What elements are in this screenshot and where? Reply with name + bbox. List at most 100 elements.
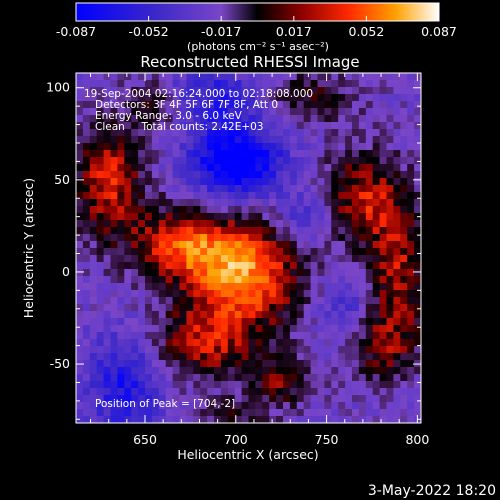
image-pixel: [358, 199, 367, 207]
image-pixel: [131, 409, 139, 417]
image-pixel: [303, 339, 312, 347]
image-pixel: [414, 94, 421, 102]
image-pixel: [262, 318, 270, 326]
image-pixel: [241, 416, 250, 423]
image-pixel: [117, 276, 125, 284]
image-pixel: [179, 101, 187, 109]
image-pixel: [124, 234, 132, 242]
image-pixel: [234, 276, 243, 284]
image-pixel: [138, 80, 146, 88]
image-pixel: [131, 150, 139, 158]
image-pixel: [407, 339, 415, 347]
image-pixel: [365, 339, 374, 347]
image-pixel: [110, 332, 118, 340]
image-pixel: [289, 192, 298, 200]
image-pixel: [303, 136, 312, 144]
image-pixel: [407, 213, 415, 221]
image-pixel: [110, 150, 118, 158]
image-pixel: [131, 206, 139, 214]
image-pixel: [158, 304, 167, 312]
image-pixel: [110, 353, 118, 361]
image-pixel: [358, 101, 367, 109]
image-pixel: [269, 318, 277, 326]
image-pixel: [372, 304, 381, 312]
image-pixel: [283, 122, 291, 130]
image-pixel: [296, 304, 305, 312]
image-pixel: [220, 206, 229, 214]
image-pixel: [393, 150, 401, 158]
image-pixel: [358, 262, 367, 270]
image-pixel: [276, 262, 284, 270]
image-pixel: [248, 388, 256, 396]
image-pixel: [227, 374, 236, 382]
image-pixel: [179, 381, 187, 389]
image-pixel: [248, 304, 256, 312]
image-pixel: [89, 227, 98, 235]
image-pixel: [269, 332, 277, 340]
image-pixel: [400, 171, 408, 179]
image-pixel: [241, 171, 250, 179]
image-pixel: [414, 220, 421, 228]
image-pixel: [214, 80, 222, 88]
image-pixel: [179, 80, 187, 88]
image-pixel: [151, 150, 160, 158]
image-pixel: [89, 402, 98, 410]
image-pixel: [214, 353, 222, 361]
image-pixel: [165, 367, 174, 375]
image-pixel: [96, 332, 105, 340]
image-pixel: [386, 325, 394, 333]
image-pixel: [165, 381, 174, 389]
image-pixel: [331, 367, 339, 375]
image-pixel: [352, 402, 360, 410]
image-pixel: [117, 262, 125, 270]
image-pixel: [324, 297, 332, 305]
image-pixel: [241, 388, 250, 396]
image-pixel: [117, 143, 125, 151]
image-pixel: [352, 73, 360, 81]
image-pixel: [331, 150, 339, 158]
image-pixel: [200, 199, 208, 207]
image-pixel: [296, 150, 305, 158]
image-pixel: [296, 346, 305, 354]
image-pixel: [414, 276, 421, 284]
image-pixel: [379, 367, 388, 375]
image-pixel: [358, 178, 367, 186]
image-pixel: [372, 353, 381, 361]
image-pixel: [200, 234, 208, 242]
image-pixel: [365, 122, 374, 130]
image-pixel: [227, 227, 236, 235]
image-pixel: [414, 374, 421, 382]
image-pixel: [172, 360, 181, 368]
image-pixel: [289, 283, 298, 291]
image-pixel: [414, 367, 421, 375]
image-pixel: [89, 332, 98, 340]
image-pixel: [324, 402, 332, 410]
image-pixel: [386, 206, 394, 214]
y-tick-label: 50: [54, 172, 70, 187]
image-pixel: [365, 269, 374, 277]
image-pixel: [393, 129, 401, 137]
image-pixel: [165, 178, 174, 186]
image-pixel: [338, 101, 346, 109]
image-pixel: [262, 353, 270, 361]
image-pixel: [358, 409, 367, 417]
image-pixel: [400, 304, 408, 312]
image-pixel: [151, 136, 160, 144]
image-pixel: [227, 353, 236, 361]
image-pixel: [200, 206, 208, 214]
image-pixel: [179, 164, 187, 172]
image-pixel: [324, 115, 332, 123]
image-pixel: [138, 255, 146, 263]
image-pixel: [310, 220, 319, 228]
image-pixel: [165, 374, 174, 382]
image-pixel: [117, 311, 125, 319]
image-pixel: [289, 171, 298, 179]
image-pixel: [303, 241, 312, 249]
image-pixel: [331, 388, 339, 396]
image-pixel: [234, 185, 243, 193]
image-pixel: [234, 395, 243, 403]
image-pixel: [400, 178, 408, 186]
image-pixel: [110, 87, 118, 95]
image-pixel: [283, 108, 291, 116]
image-pixel: [303, 346, 312, 354]
